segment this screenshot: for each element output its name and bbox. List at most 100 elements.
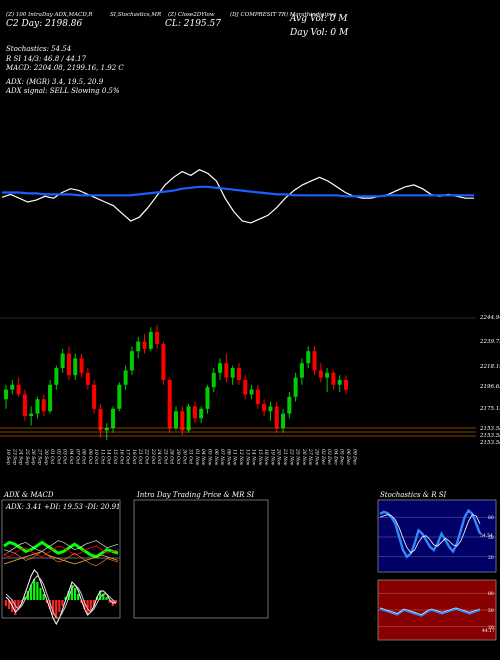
candle-body — [142, 341, 147, 349]
stoch-level-label: 80 — [488, 515, 494, 521]
date-tick-label: 05 Dec — [339, 449, 345, 465]
day-vol-label: Day Vol: 0 M — [290, 28, 349, 38]
date-tick-label: 08 Oct — [81, 449, 87, 464]
date-tick-label: 04 Dec — [332, 449, 338, 465]
candle-body — [136, 341, 141, 352]
macd-hist-bar — [45, 600, 48, 603]
macd-hist-bar — [67, 591, 70, 600]
macd-hist-bar — [33, 579, 36, 600]
date-tick-label: 14 Oct — [106, 449, 112, 464]
macd-hist-bar — [89, 600, 92, 612]
date-tick-label: 09 Oct — [87, 449, 93, 464]
date-tick-label: 07 Oct — [74, 449, 80, 464]
date-tick-label: 29 Oct — [175, 448, 181, 464]
close-day-label: C2 Day: 2198.86 — [6, 19, 83, 29]
candle-body — [218, 363, 223, 373]
candle-body — [331, 372, 336, 385]
date-tick-label: 16 Oct — [118, 449, 124, 464]
macd-hist-bar — [26, 591, 29, 600]
date-tick-label: 24 Oct — [156, 448, 162, 464]
candle-body — [312, 351, 317, 371]
macd-hist-bar — [42, 594, 45, 600]
price-axis-label: 2153.58 — [479, 440, 500, 446]
macd-signal-line — [5, 575, 117, 619]
date-tick-label: 10 Oct — [93, 449, 99, 464]
date-tick-label: 22 Nov — [288, 448, 294, 466]
candle-body — [167, 380, 172, 428]
date-tick-label: 19 Sep — [5, 449, 11, 465]
adx-value: ADX: (MGR) 3.4, 19.5, 20.9 — [6, 78, 104, 86]
macd-hist-bar — [105, 597, 108, 600]
candle-body — [344, 380, 348, 390]
candle-body — [41, 399, 46, 412]
macd-hist-bar — [70, 585, 73, 600]
candle-body — [85, 372, 90, 385]
date-tick-label: 07 Nov — [219, 449, 225, 466]
adx-macd-title: ADX & MACD — [4, 491, 54, 499]
date-tick-label: 30 Sep — [43, 449, 49, 465]
date-tick-label: 27 Sep — [36, 448, 42, 465]
date-tick-label: 04 Nov — [200, 449, 206, 466]
date-tick-label: 11 Oct — [99, 449, 105, 464]
date-tick-label: 26 Nov — [301, 448, 307, 466]
macd-hist-bar — [23, 597, 26, 600]
stoch-value-label: 54.54 — [480, 533, 493, 539]
rsi-white-line — [379, 607, 481, 615]
price-axis-label: 2153.58 — [479, 426, 500, 432]
stoch-line — [1, 169, 474, 224]
candle-body — [230, 368, 235, 378]
candle-body — [192, 406, 197, 419]
date-tick-label: 21 Nov — [282, 448, 288, 466]
macd-hist-bar — [48, 600, 51, 609]
candle-body — [79, 358, 84, 373]
adx-mdi-line — [3, 545, 119, 558]
date-tick-label: 15 Oct — [112, 449, 118, 464]
candle-body — [255, 389, 260, 404]
candle-body — [186, 406, 191, 431]
date-tick-label: 26 Sep — [30, 448, 36, 465]
date-tick-label: 06 Nov — [213, 449, 219, 466]
candle-body — [117, 384, 122, 409]
date-tick-label: 28 Oct — [169, 448, 175, 464]
candle-body — [104, 428, 109, 431]
date-tick-label: 23 Oct — [150, 448, 156, 464]
macd-hist-bar — [51, 600, 55, 615]
date-tick-label: 05 Nov — [206, 449, 212, 466]
date-tick-label: 02 Oct — [55, 449, 61, 464]
macd-hist-bar — [102, 594, 105, 600]
candle-body — [243, 380, 248, 395]
macd-hist-bar — [58, 600, 61, 612]
date-tick-label: 09 Dec — [351, 449, 357, 465]
adx-pdi-line — [3, 540, 119, 559]
date-tick-label: 25 Nov — [295, 448, 301, 466]
cl-label: CL: 2195.57 — [165, 19, 221, 29]
macd-hist-bar — [99, 591, 102, 600]
candle-body — [337, 380, 342, 385]
candle-body — [148, 332, 153, 349]
adx-panel-label: ADX: 3.41 +DI: 19.53 -DI: 20.91 — [6, 503, 121, 511]
candle-body — [22, 394, 27, 416]
date-tick-label: 20 Nov — [276, 448, 282, 466]
candle-body — [35, 399, 40, 414]
date-tick-label: 18 Oct — [131, 449, 137, 464]
stoch-d-line — [379, 514, 481, 554]
rsi-level-label: 80 — [488, 591, 494, 597]
price-axis-label: 2153.58 — [479, 433, 500, 439]
date-tick-label: 25 Sep — [24, 448, 30, 465]
candle-body — [268, 406, 273, 412]
macd-hist-bar — [7, 600, 11, 609]
stoch-level-label: 50 — [488, 535, 494, 541]
date-tick-label: 01 Nov — [194, 449, 200, 466]
candle-body — [236, 368, 241, 380]
adx-orange-line — [3, 551, 119, 567]
macd-hist-bar — [92, 600, 95, 606]
date-tick-label: 31 Oct — [188, 449, 194, 464]
candle-body — [161, 344, 166, 380]
macd-hist-bar — [39, 588, 42, 600]
date-tick-label: 03 Oct — [62, 449, 68, 464]
candle-body — [73, 358, 78, 376]
date-tick-label: 02 Dec — [320, 449, 326, 465]
candle-body — [174, 411, 178, 428]
price-axis-label: 2218.19 — [479, 364, 500, 370]
